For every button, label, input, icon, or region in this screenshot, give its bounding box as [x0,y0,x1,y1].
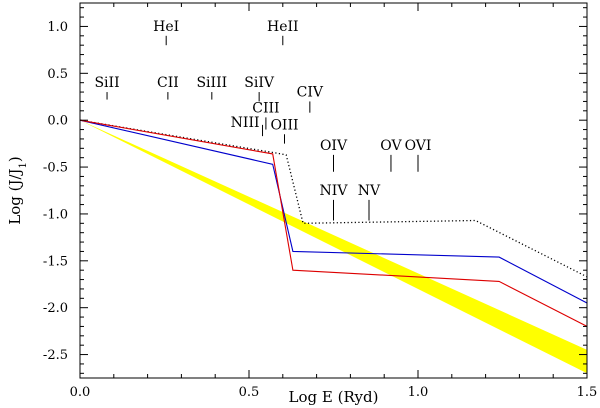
y-tick-label: -2.5 [43,348,68,363]
ion-label: NIV [320,183,349,199]
ion-label: OVI [405,138,432,154]
y-tick-label: -1.0 [43,207,68,222]
y-axis-title-end: ) [6,156,24,162]
ion-label: CIV [297,84,324,100]
ion-marker-layer: SiII HeI CII SiIII SiIV HeII CIII CIV NIII OIII OI… [94,19,431,221]
series-line-red [79,119,588,327]
ion-label: CIII [252,100,279,116]
ion-label: HeI [153,19,179,35]
y-axis-title-sub: 1 [18,162,29,168]
ion-label: NIII [231,115,260,131]
y-tick-label: -2.0 [43,301,68,316]
x-tick-label: 0.5 [239,385,260,400]
x-axis-title: Log E (Ryd) [289,388,379,406]
ion-label: CII [157,75,179,91]
plot-frame [79,2,588,379]
y-tick-label: 1.0 [47,20,68,35]
y-tick-label: 0.0 [47,114,68,129]
x-tick-label: 1.5 [577,385,598,400]
series-layer [79,119,588,327]
ion-label: OV [380,138,402,154]
ion-label: HeII [267,19,299,35]
power-law-band [80,120,587,374]
band-layer [80,120,587,374]
y-axis-title-main: Log (J/J [6,168,24,224]
ion-label: SiIII [196,75,227,91]
ion-label: NV [358,183,381,199]
series-line-dotted [79,119,588,278]
x-tick-label: 0.0 [70,385,91,400]
tick-layer: 0.0 0.5 1.0 1.5 1.0 0.5 0.0 -0.5 -1.0 -1.5 -2.0 -2.… [43,3,597,400]
ion-label: OIII [270,117,298,133]
ion-label: OIV [320,138,348,154]
ion-label: SiII [94,75,119,91]
x-tick-label: 1.0 [408,385,429,400]
y-axis-title: Log (J/J1) [6,156,29,225]
y-tick-label: -0.5 [43,161,68,176]
ion-label: SiIV [244,75,275,91]
y-tick-label: -1.5 [43,254,68,269]
y-tick-label: 0.5 [47,67,68,82]
series-line-blue [79,119,588,304]
